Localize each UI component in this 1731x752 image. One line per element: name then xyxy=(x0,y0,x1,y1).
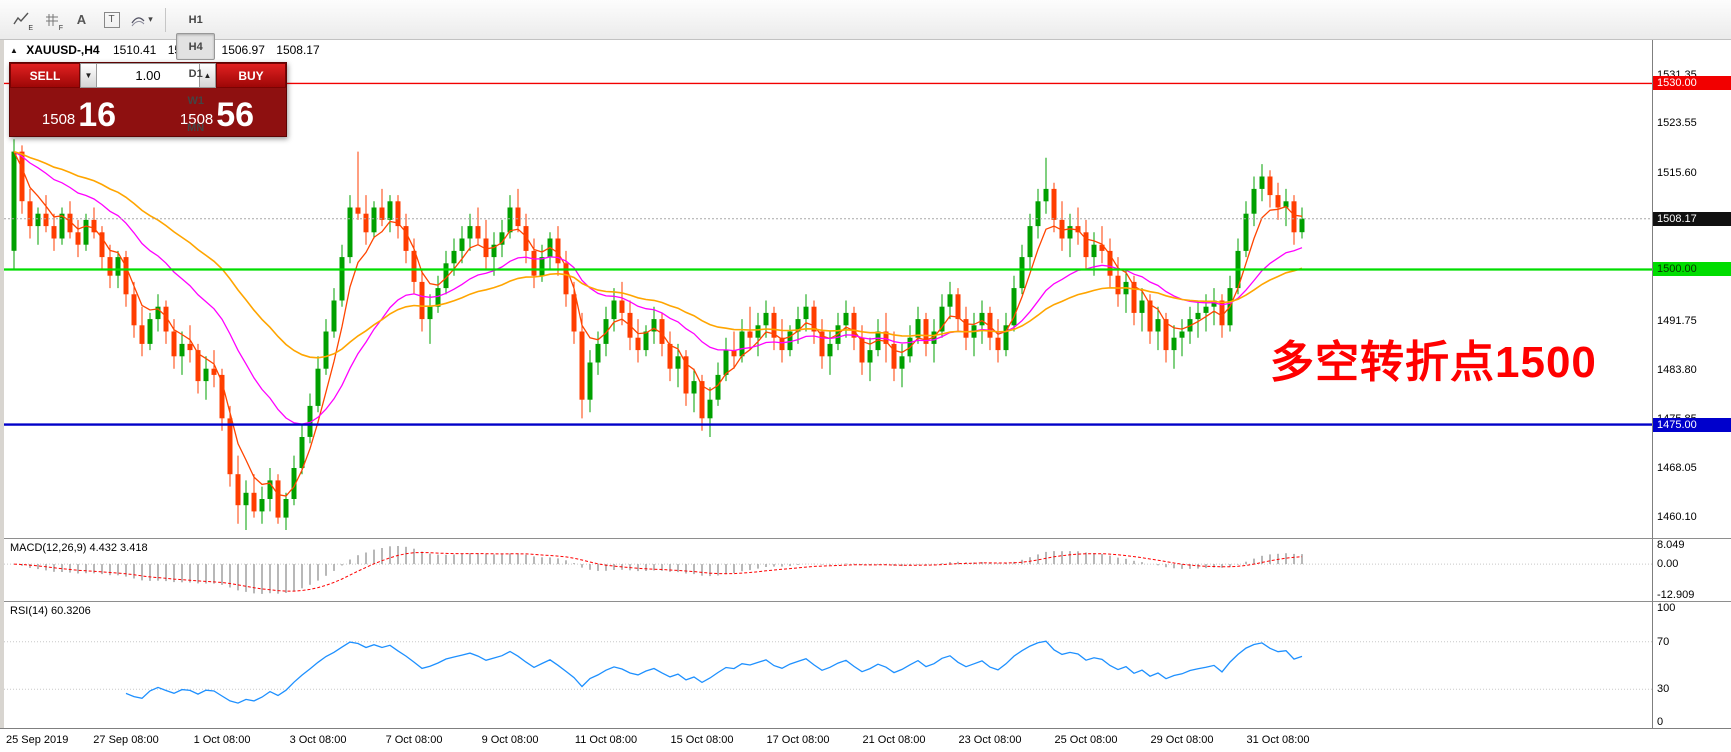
icon-sub-label: F xyxy=(58,25,63,32)
bid-price-pips: 16 xyxy=(78,96,117,135)
cycle-lines-button[interactable]: ▾ xyxy=(128,6,155,33)
arrow-down-icon: ▼ xyxy=(84,71,93,80)
timeframe-button-H1[interactable]: H1 xyxy=(188,13,203,26)
price-tag-1500.00: 1500.00 xyxy=(1653,262,1731,276)
ohlc-low: 1506.97 xyxy=(221,43,265,57)
bid-price[interactable]: 1508 16 xyxy=(10,88,148,136)
dropdown-caret-icon: ▾ xyxy=(148,14,153,24)
rsi-panel: RSI(14) 60.3206 xyxy=(4,601,1652,728)
timeframe-toolbar: M1M5M15M30H1H4D1W1MN xyxy=(176,0,216,141)
chart-header: ▲ XAUUSD-,H4 1510.41 1511.87 1506.97 150… xyxy=(10,43,328,57)
ohlc-close: 1508.17 xyxy=(276,43,320,57)
rsi-scale-label: 70 xyxy=(1657,636,1670,648)
price-scale-label: 1483.80 xyxy=(1657,364,1697,376)
line-studies-icon xyxy=(13,12,29,25)
price-tag-1475.00: 1475.00 xyxy=(1653,418,1731,432)
time-scale-label: 7 Oct 08:00 xyxy=(385,734,443,746)
ohlc-open: 1510.41 xyxy=(112,43,157,57)
price-scale-label: 1515.60 xyxy=(1657,167,1697,179)
sell-button[interactable]: SELL xyxy=(10,63,80,88)
moving-average-5-line xyxy=(13,151,1303,497)
time-scale-label: 15 Oct 08:00 xyxy=(670,734,734,746)
price-scale-label: 1468.05 xyxy=(1657,462,1697,474)
time-scale-label: 29 Oct 08:00 xyxy=(1150,734,1214,746)
icon-sub-label: E xyxy=(28,25,33,32)
time-scale-label: 23 Oct 08:00 xyxy=(958,734,1022,746)
timeframe-button-H4[interactable]: H4 xyxy=(176,33,216,60)
ask-price-major: 1508 xyxy=(179,111,214,128)
collapse-panel-icon[interactable]: ▲ xyxy=(10,46,18,56)
line-studies-button[interactable]: E xyxy=(8,6,35,33)
text-label-icon: T xyxy=(103,11,120,28)
candlesticks xyxy=(11,139,1305,530)
macd-signal-line xyxy=(13,551,1303,592)
time-axis[interactable]: 25 Sep 2019 27 Sep 08:00 1 Oct 08:00 3 Oct … xyxy=(0,728,1731,751)
time-scale-label: 27 Sep 08:00 xyxy=(93,734,159,746)
macd-canvas[interactable] xyxy=(4,539,1652,601)
volume-input[interactable]: 1.00 xyxy=(97,63,199,88)
toolbar-separator xyxy=(165,7,166,32)
ask-price[interactable]: 1508 56 xyxy=(148,88,286,136)
panel-divider[interactable] xyxy=(0,600,1731,603)
price-tag-1508.17: 1508.17 xyxy=(1653,212,1731,226)
rsi-label: RSI(14) 60.3206 xyxy=(10,605,91,617)
symbol-period-label: XAUUSD-,H4 xyxy=(26,43,100,57)
macd-label: MACD(12,26,9) 4.432 3.418 xyxy=(10,542,148,554)
price-scale-label: 1491.75 xyxy=(1657,315,1697,327)
moving-average-40-line xyxy=(13,150,1303,359)
timeframe-button-MN[interactable]: MN xyxy=(187,121,205,134)
time-scale-label: 1 Oct 08:00 xyxy=(193,734,251,746)
cycle-lines-icon xyxy=(131,16,145,26)
volume-decrease-button[interactable]: ▼ xyxy=(80,63,97,88)
buy-button[interactable]: BUY xyxy=(216,63,286,88)
text-label-button[interactable]: T xyxy=(98,6,125,33)
one-click-trading-panel: SELL ▼ 1.00 ▲ BUY 1508 16 1508 56 xyxy=(9,62,287,137)
time-scale-label: 25 Oct 08:00 xyxy=(1054,734,1118,746)
time-scale-label: 9 Oct 08:00 xyxy=(481,734,539,746)
text-tool-icon: A xyxy=(76,12,87,27)
macd-scale-label: 8.049 xyxy=(1657,539,1685,551)
time-scale-label: 25 Sep 2019 xyxy=(6,734,69,746)
timeframe-button-W1[interactable]: W1 xyxy=(187,94,204,107)
rsi-scale-label: 30 xyxy=(1657,683,1670,695)
time-scale-label: 21 Oct 08:00 xyxy=(862,734,926,746)
bid-price-major: 1508 xyxy=(41,111,76,128)
chart-text-annotation: 多空转折点1500 xyxy=(1270,338,1597,387)
rsi-scale-label: 0 xyxy=(1657,716,1664,728)
rsi-axis[interactable]: 100 70 30 0 xyxy=(1652,601,1731,728)
timeframe-button-D1[interactable]: D1 xyxy=(188,67,203,80)
volume-increase-button[interactable]: ▲ xyxy=(199,63,216,88)
price-tag-1530.00: 1530.00 xyxy=(1653,76,1731,90)
window-frame-edge xyxy=(0,40,4,751)
rsi-line xyxy=(125,640,1303,704)
rsi-canvas[interactable] xyxy=(4,602,1652,728)
rsi-scale-label: 100 xyxy=(1657,602,1676,614)
toolbar: E F A T ▾ M1M5M15M30H1H4D1W1MN xyxy=(0,0,1731,134)
ask-price-pips: 56 xyxy=(216,96,255,135)
macd-scale-label: 0.00 xyxy=(1657,558,1679,570)
time-scale-label: 3 Oct 08:00 xyxy=(289,734,347,746)
arrow-up-icon: ▲ xyxy=(203,71,212,80)
time-labels: 25 Sep 2019 27 Sep 08:00 1 Oct 08:00 3 Oct … xyxy=(4,729,1652,752)
macd-scale-label: -12.909 xyxy=(1657,589,1695,601)
main-chart-panel: ▲ XAUUSD-,H4 1510.41 1511.87 1506.97 150… xyxy=(4,40,1652,538)
price-scale-label: 1460.10 xyxy=(1657,511,1697,523)
macd-axis[interactable]: 8.049 0.00 -12.909 xyxy=(1652,538,1731,601)
time-scale-label: 31 Oct 08:00 xyxy=(1246,734,1310,746)
grid-button[interactable]: F xyxy=(38,6,65,33)
panel-divider[interactable] xyxy=(0,537,1731,540)
time-scale-label: 17 Oct 08:00 xyxy=(766,734,830,746)
price-axis[interactable]: 1531.351523.551515.601507.651499.701491.… xyxy=(1652,40,1731,538)
macd-panel: MACD(12,26,9) 4.432 3.418 xyxy=(4,538,1652,601)
text-tool-button[interactable]: A xyxy=(68,6,95,33)
grid-icon xyxy=(45,13,58,26)
time-scale-label: 11 Oct 08:00 xyxy=(574,734,638,746)
price-scale-label: 1523.55 xyxy=(1657,117,1697,129)
